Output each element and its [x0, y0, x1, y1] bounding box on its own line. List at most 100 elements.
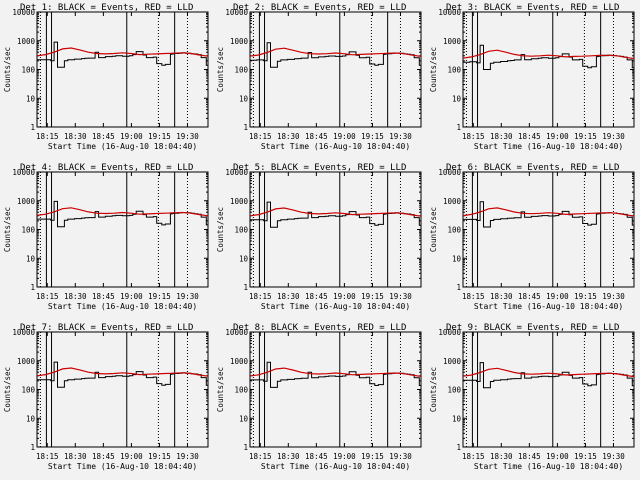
lld-series-line [462, 367, 635, 378]
x-tick-label: 19:15 [361, 452, 384, 461]
events-series-line [37, 361, 209, 388]
y-tick-label: 1 [243, 443, 248, 452]
x-tick-label: 19:15 [574, 132, 597, 141]
x-tick-label: 18:30 [64, 132, 87, 141]
x-tick-label: 19:00 [546, 292, 569, 301]
panel-title: Det 2: BLACK = Events, RED = LLD [233, 3, 406, 13]
x-tick-label: 18:15 [249, 132, 272, 141]
x-tick-label: 19:30 [389, 292, 412, 301]
y-tick-label: 10 [26, 254, 36, 263]
y-tick-label: 10000 [12, 8, 35, 17]
lld-series-line [462, 49, 635, 60]
y-tick-label: 1 [30, 283, 35, 292]
x-axis-label: Start Time (16-Aug-10 18:04:40) [261, 462, 410, 471]
events-series-line [37, 200, 209, 228]
y-tick-label: 100 [21, 66, 35, 75]
x-axis-label: Start Time (16-Aug-10 18:04:40) [48, 142, 197, 151]
x-tick-label: 18:15 [462, 292, 485, 301]
y-axis-label: Counts/sec [3, 207, 12, 252]
x-tick-label: 18:15 [249, 452, 272, 461]
x-tick-label: 18:45 [518, 132, 541, 141]
y-tick-label: 100 [234, 226, 248, 235]
y-tick-label: 1000 [230, 197, 249, 206]
x-tick-label: 19:00 [120, 132, 143, 141]
y-tick-label: 10000 [438, 168, 461, 177]
lld-series-line [249, 367, 422, 377]
y-tick-label: 100 [234, 386, 248, 395]
panel-7: Det 7: BLACK = Events, RED = LLD 1 10 100 10… [3, 323, 209, 471]
x-tick-label: 19:15 [361, 292, 384, 301]
y-tick-label: 100 [447, 386, 461, 395]
y-tick-label: 1 [30, 443, 35, 452]
x-tick-label: 19:00 [120, 452, 143, 461]
y-tick-label: 10 [26, 414, 36, 423]
lld-series-line [36, 367, 209, 377]
lld-series-line [462, 207, 635, 217]
y-tick-label: 1000 [443, 37, 462, 46]
lld-series-line [249, 47, 422, 57]
x-tick-label: 19:30 [389, 132, 412, 141]
y-tick-label: 1000 [443, 197, 462, 206]
events-series-line [463, 44, 635, 70]
y-axis-label: Counts/sec [216, 367, 225, 412]
x-tick-label: 19:30 [602, 292, 625, 301]
x-tick-label: 18:15 [36, 132, 59, 141]
x-axis-label: Start Time (16-Aug-10 18:04:40) [261, 302, 410, 311]
x-tick-label: 19:15 [148, 292, 171, 301]
x-tick-label: 18:45 [518, 452, 541, 461]
y-axis-label: Counts/sec [429, 207, 438, 252]
y-tick-label: 100 [234, 66, 248, 75]
y-tick-label: 10000 [225, 328, 248, 337]
events-series-line [37, 41, 209, 68]
x-tick-label: 19:15 [574, 452, 597, 461]
x-tick-label: 18:30 [490, 292, 513, 301]
panel-title: Det 7: BLACK = Events, RED = LLD [20, 323, 193, 333]
y-tick-label: 10 [239, 254, 249, 263]
x-tick-label: 19:00 [333, 452, 356, 461]
x-axis-label: Start Time (16-Aug-10 18:04:40) [48, 462, 197, 471]
x-tick-label: 18:30 [64, 452, 87, 461]
x-tick-label: 19:00 [120, 292, 143, 301]
x-axis-label: Start Time (16-Aug-10 18:04:40) [474, 462, 623, 471]
plot-frame [249, 11, 422, 128]
x-tick-label: 19:00 [546, 452, 569, 461]
x-tick-label: 19:30 [602, 132, 625, 141]
y-tick-label: 10 [239, 94, 249, 103]
x-tick-label: 18:45 [305, 452, 328, 461]
panel-2: Det 2: BLACK = Events, RED = LLD 1 10 100 10… [216, 3, 422, 151]
panel-title: Det 8: BLACK = Events, RED = LLD [233, 323, 406, 333]
y-axis-label: Counts/sec [216, 207, 225, 252]
y-tick-label: 10000 [225, 168, 248, 177]
x-tick-label: 19:30 [176, 132, 199, 141]
x-tick-label: 18:30 [64, 292, 87, 301]
y-tick-label: 100 [21, 386, 35, 395]
x-tick-label: 19:30 [602, 452, 625, 461]
panel-title: Det 1: BLACK = Events, RED = LLD [20, 3, 193, 13]
panel-title: Det 5: BLACK = Events, RED = LLD [233, 163, 406, 173]
y-axis-label: Counts/sec [216, 47, 225, 92]
x-tick-label: 19:15 [148, 132, 171, 141]
x-tick-label: 18:15 [462, 132, 485, 141]
y-tick-label: 10 [452, 254, 462, 263]
lld-series-line [36, 207, 209, 217]
y-axis-label: Counts/sec [429, 47, 438, 92]
y-tick-label: 10000 [12, 168, 35, 177]
y-tick-label: 1000 [230, 37, 249, 46]
events-series-line [250, 42, 422, 68]
lld-series-line [36, 47, 209, 57]
plot-frame [462, 331, 635, 448]
x-tick-label: 18:15 [36, 292, 59, 301]
panel-title: Det 4: BLACK = Events, RED = LLD [20, 163, 193, 173]
x-tick-label: 19:30 [176, 292, 199, 301]
y-tick-label: 1000 [443, 357, 462, 366]
x-tick-label: 19:00 [546, 132, 569, 141]
y-tick-label: 100 [447, 226, 461, 235]
y-tick-label: 100 [447, 66, 461, 75]
x-tick-label: 18:15 [462, 452, 485, 461]
x-tick-label: 19:00 [333, 132, 356, 141]
y-tick-label: 1000 [17, 357, 36, 366]
x-tick-label: 18:45 [92, 452, 115, 461]
y-tick-label: 1 [456, 443, 461, 452]
y-tick-label: 10 [239, 414, 249, 423]
